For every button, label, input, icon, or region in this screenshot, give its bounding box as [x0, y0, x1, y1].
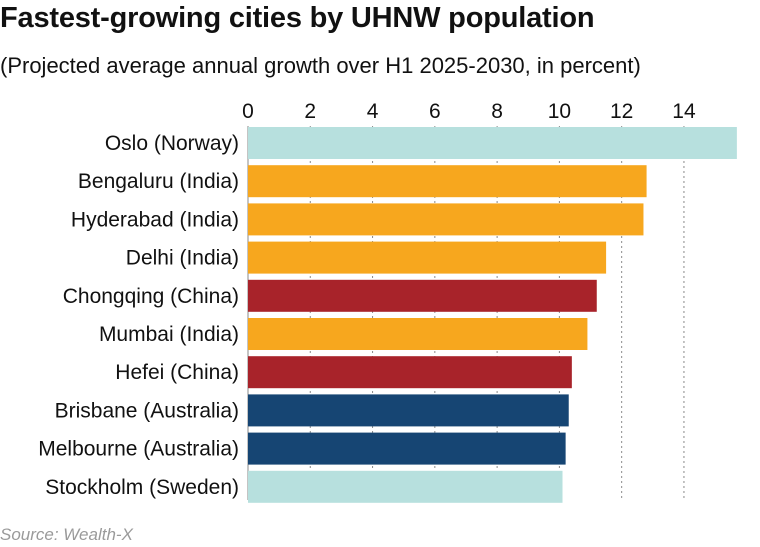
bar-delhi-india	[248, 241, 607, 274]
chart-subtitle: (Projected average annual growth over H1…	[0, 53, 641, 78]
category-labels: Oslo (Norway) Bengaluru (India) Hyderabad …	[38, 132, 239, 499]
x-tick-label: 12	[610, 100, 633, 123]
x-tick-label: 10	[548, 100, 571, 123]
x-tick-label: 14	[672, 100, 696, 123]
x-tick-label: 6	[429, 100, 441, 123]
bar-mumbai-india	[248, 318, 588, 350]
category-label: Hefei (China)	[115, 361, 239, 384]
x-tick-label: 4	[367, 100, 379, 123]
category-label: Hyderabad (India)	[71, 208, 239, 231]
bar-hyderabad-india	[248, 203, 644, 236]
bars	[248, 127, 737, 503]
bar-chongqing-china	[248, 279, 597, 312]
category-label: Oslo (Norway)	[105, 132, 239, 155]
x-axis-ticks: 0 2 4 6 8 10 12 14	[242, 100, 696, 123]
bar-melbourne-australia	[248, 432, 566, 465]
bar-hefei-china	[248, 356, 572, 389]
bar-oslo-norway	[248, 127, 737, 159]
category-label: Mumbai (India)	[99, 323, 239, 346]
category-label: Stockholm (Sweden)	[45, 476, 239, 499]
category-label: Chongqing (China)	[63, 285, 239, 308]
x-tick-label: 8	[491, 100, 503, 123]
source-note: Source: Wealth-X	[0, 525, 133, 544]
x-tick-label: 2	[304, 100, 316, 123]
category-label: Brisbane (Australia)	[55, 399, 239, 422]
category-label: Delhi (India)	[126, 247, 239, 270]
bar-stockholm-sweden	[248, 470, 563, 503]
bar-bengaluru-india	[248, 165, 647, 198]
category-label: Melbourne (Australia)	[38, 438, 239, 461]
x-tick-label: 0	[242, 100, 254, 123]
chart-title: Fastest-growing cities by UHNW populatio…	[0, 2, 595, 34]
bar-brisbane-australia	[248, 394, 569, 427]
category-label: Bengaluru (India)	[78, 170, 239, 193]
